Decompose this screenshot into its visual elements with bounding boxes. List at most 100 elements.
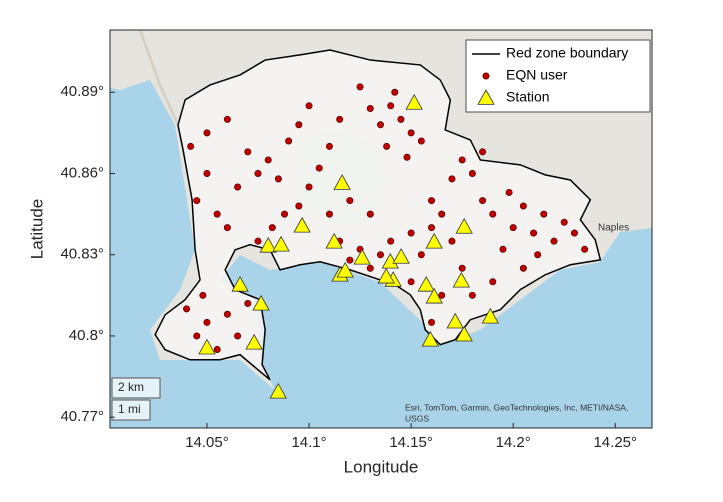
user-point [403,153,411,161]
user-point [234,183,242,191]
user-point [346,256,354,264]
user-point [570,229,578,237]
user-point [295,121,303,129]
station [333,174,351,190]
user-point [530,229,538,237]
station [425,232,443,249]
user-point [199,291,207,299]
user-point [187,142,195,150]
user-point [509,224,517,232]
attribution: USGS [405,413,429,423]
attribution: Esri, TomTom, Garmin, GeoTechnologies, I… [405,402,628,412]
user-point [407,229,415,237]
user-point [458,156,466,164]
y-tick-label: 40.8° [69,327,104,344]
user-point [268,224,276,232]
legend: Red zone boundary EQN user Station [465,39,651,113]
station [392,248,410,264]
user-point [448,237,456,245]
user-point [468,291,476,299]
user-point [213,210,221,218]
legend-label: EQN user [506,67,568,83]
y-tick-label: 40.83° [60,246,104,263]
user-point [223,310,231,318]
user-point [285,137,293,145]
user-point [254,169,262,177]
x-tick-label: 14.1° [291,434,326,451]
station [336,261,354,278]
user-point [448,175,456,183]
user-point [505,188,513,196]
user-point [387,102,395,110]
user-point [376,121,384,129]
y-axis-label: Latitude [27,199,46,260]
user-point [203,318,211,326]
station [455,325,473,342]
user-point [391,88,399,96]
user-point [428,197,436,205]
x-tick-label: 14.05° [185,434,229,451]
user-point [305,183,313,191]
station [417,275,435,292]
user-point [489,210,497,218]
user-point [281,210,289,218]
road [138,30,180,126]
user-point [407,129,415,137]
y-tick-label: 40.77° [60,408,104,425]
user-point [428,318,436,326]
x-tick-label: 14.2° [496,434,531,451]
station [481,307,499,324]
user-point [366,105,374,113]
user-point [519,264,527,272]
place-label: Naples [598,223,629,234]
user-point [458,264,466,272]
station [455,218,473,234]
station [231,275,249,292]
boundary-line [154,49,602,381]
legend-label: Station [506,89,550,105]
y-tick-label: 40.86° [60,164,104,181]
user-point [264,156,272,164]
station [245,333,263,350]
user-point [417,137,425,145]
station [325,232,343,249]
user-point [234,332,242,340]
user-point [183,305,191,313]
user-point [468,169,476,177]
user-point [244,299,252,307]
user-point [346,197,354,205]
user-point [417,251,425,259]
station [272,235,290,252]
user-point [193,332,201,340]
user-point [244,148,252,156]
user-point [550,237,558,245]
user-point [193,197,201,205]
user-point [305,102,313,110]
user-point [479,197,487,205]
station [293,216,311,233]
user-point [407,278,415,286]
station [405,94,423,110]
station [446,312,464,329]
zone-fill [155,50,601,380]
user-point [438,291,446,299]
user-point [519,202,527,210]
legend-label: Red zone boundary [506,45,628,61]
x-tick-label: 14.25° [593,434,637,451]
legend-symbol [482,72,490,80]
user-point [366,264,374,272]
user-point [315,164,323,172]
user-point [438,210,446,218]
user-point [387,237,395,245]
user-point [366,210,374,218]
station [252,294,270,311]
user-point [254,237,262,245]
scale-label: 2 km [118,380,144,394]
user-point [325,142,333,150]
station [198,338,216,355]
user-point [540,210,548,218]
user-point [336,115,344,123]
user-point [203,129,211,137]
y-tick-label: 40.89° [60,83,104,100]
